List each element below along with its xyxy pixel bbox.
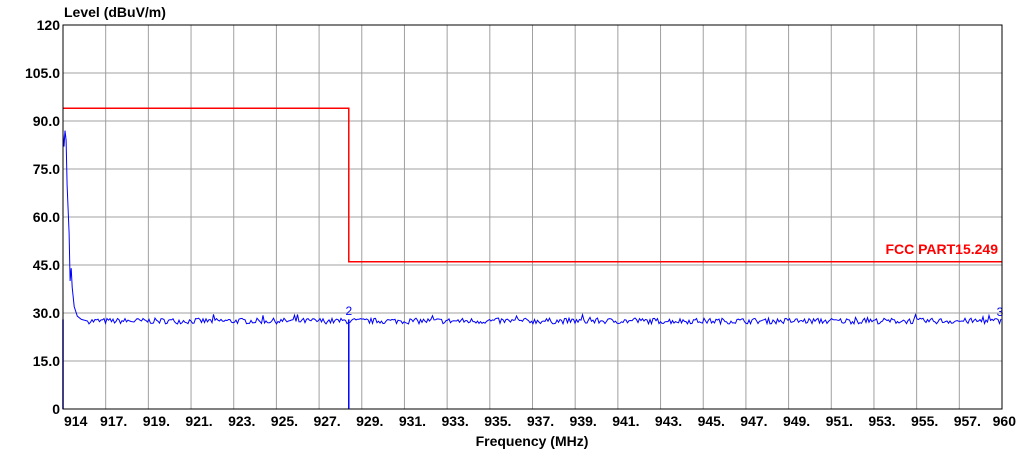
plot-frame — [62, 24, 1003, 410]
marker-label: 2 — [345, 304, 352, 318]
x-tick-label: 951. — [826, 413, 853, 429]
x-tick-label: 949. — [783, 413, 810, 429]
marker-label: 3 — [997, 305, 1004, 319]
x-tick-label: 937. — [527, 413, 554, 429]
measurement-trace — [62, 130, 1002, 326]
x-tick-label: 914 — [64, 413, 88, 429]
y-axis-title: Level (dBuV/m) — [64, 4, 166, 20]
y-tick-label: 90.0 — [33, 113, 60, 129]
y-tick-label: 15.0 — [33, 353, 60, 369]
x-tick-label: 939. — [570, 413, 597, 429]
x-tick-label: 941. — [612, 413, 639, 429]
x-tick-label: 933. — [442, 413, 469, 429]
y-tick-label: 45.0 — [33, 257, 60, 273]
x-tick-labels: 914 917. 919. 921. 923. 925. 927. 929. 931. 933. 9… — [64, 413, 1016, 429]
x-tick-label: 945. — [698, 413, 725, 429]
y-tick-label: 60.0 — [33, 209, 60, 225]
x-tick-label: 919. — [143, 413, 170, 429]
y-tick-label: 105.0 — [25, 65, 60, 81]
x-tick-label: 917. — [100, 413, 127, 429]
x-tick-label: 953. — [868, 413, 895, 429]
x-axis-title: Frequency (MHz) — [476, 433, 589, 449]
x-tick-label: 947. — [740, 413, 767, 429]
x-tick-label: 923. — [228, 413, 255, 429]
x-tick-label: 921. — [185, 413, 212, 429]
y-tick-label: 0 — [52, 401, 60, 417]
y-tick-label: 75.0 — [33, 161, 60, 177]
trace-line — [62, 130, 1002, 326]
x-tick-label: 957. — [954, 413, 981, 429]
x-tick-label: 929. — [356, 413, 383, 429]
limit-line — [63, 107, 1002, 263]
x-tick-label: 931. — [399, 413, 426, 429]
y-tick-labels: 0 15.0 30.0 45.0 60.0 75.0 90.0 105.0 120 — [25, 17, 60, 417]
x-tick-label: 943. — [655, 413, 682, 429]
x-tick-label: 925. — [271, 413, 298, 429]
y-tick-label: 30.0 — [33, 305, 60, 321]
limit-line-path — [63, 107, 1002, 263]
x-tick-label: 935. — [484, 413, 511, 429]
limit-line-label: FCC PART15.249 — [885, 241, 998, 257]
x-tick-label: 960 — [993, 413, 1017, 429]
x-tick-label: 927. — [313, 413, 340, 429]
y-tick-label: 120 — [37, 17, 61, 33]
grid — [63, 25, 1002, 409]
x-tick-label: 955. — [911, 413, 938, 429]
